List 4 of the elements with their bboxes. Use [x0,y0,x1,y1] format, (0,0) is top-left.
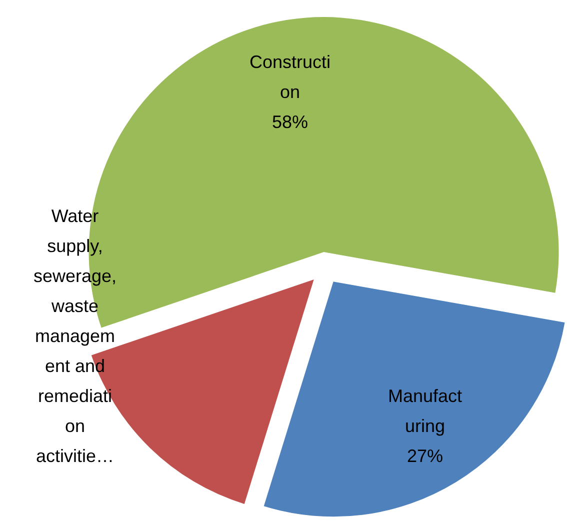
slice-label: Manufacturing [388,386,462,436]
slice-label: Construction [249,52,331,102]
data-label: 27% [406,446,444,466]
data-label: 58% [272,112,308,132]
